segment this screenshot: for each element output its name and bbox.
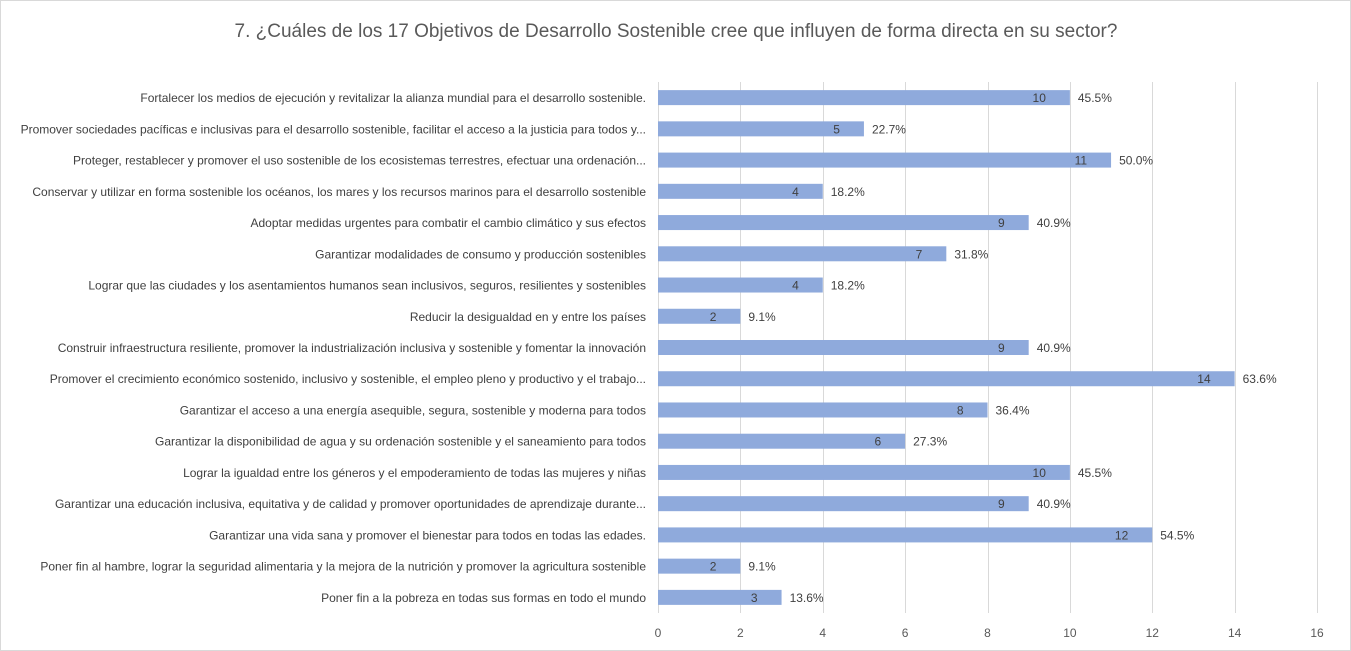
bar-percent-label: 9.1% [748, 310, 776, 324]
bar-value-label: 2 [710, 560, 717, 574]
bar-percent-label: 36.4% [996, 403, 1030, 417]
bar [658, 527, 1153, 543]
bar [658, 496, 1029, 512]
bar [658, 246, 947, 262]
bar-percent-label: 31.8% [954, 247, 988, 261]
x-axis-ticks: 0 2 4 6 8 10 12 14 16 [655, 626, 1324, 640]
bar [658, 558, 741, 574]
bar [658, 371, 1235, 387]
bar-value-label: 4 [792, 185, 799, 199]
bar-value-label: 4 [792, 279, 799, 293]
bar [658, 277, 823, 293]
x-tick-label: 14 [1228, 626, 1242, 640]
category-label: Construir infraestructura resiliente, pr… [58, 341, 646, 355]
bar-value-label: 12 [1115, 528, 1129, 542]
x-tick-label: 16 [1310, 626, 1324, 640]
bar-value-label: 9 [998, 497, 1005, 511]
bar-value-label: 14 [1197, 372, 1211, 386]
bar-value-label: 8 [957, 403, 964, 417]
category-label: Adoptar medidas urgentes para combatir e… [250, 216, 646, 230]
x-tick-label: 0 [655, 626, 662, 640]
bar-value-label: 9 [998, 216, 1005, 230]
bar [658, 589, 782, 605]
bar [658, 308, 741, 324]
bar-value-label: 2 [710, 310, 717, 324]
bar [658, 402, 988, 418]
category-label: Promover sociedades pacíficas e inclusiv… [21, 122, 646, 136]
category-label: Poner fin a la pobreza en todas sus form… [321, 591, 646, 605]
bar-percent-label: 27.3% [913, 435, 947, 449]
bar [658, 121, 864, 137]
bar-percent-label: 40.9% [1037, 341, 1071, 355]
bar-value-label: 10 [1033, 91, 1047, 105]
x-tick-label: 2 [737, 626, 744, 640]
x-tick-label: 8 [984, 626, 991, 640]
bar [658, 152, 1112, 168]
bar-percent-label: 45.5% [1078, 466, 1112, 480]
chart-title: 7. ¿Cuáles de los 17 Objetivos de Desarr… [235, 21, 1118, 42]
bar-percent-label: 45.5% [1078, 91, 1112, 105]
category-label: Garantizar modalidades de consumo y prod… [315, 247, 646, 261]
category-label: Promover el crecimiento económico sosten… [50, 372, 646, 386]
bar-value-label: 3 [751, 591, 758, 605]
bar-percent-label: 40.9% [1037, 497, 1071, 511]
category-label: Poner fin al hambre, lograr la seguridad… [40, 560, 646, 574]
bar-percent-label: 13.6% [790, 591, 824, 605]
bar [658, 90, 1070, 106]
bar-percent-label: 18.2% [831, 185, 865, 199]
bar [658, 340, 1029, 355]
bar-percent-label: 54.5% [1160, 528, 1194, 542]
category-label: Lograr que las ciudades y los asentamien… [88, 279, 646, 293]
bar [658, 464, 1070, 480]
bar [658, 215, 1029, 231]
bar-percent-label: 63.6% [1243, 372, 1277, 386]
category-label: Garantizar una educación inclusiva, equi… [55, 497, 646, 511]
bar-value-label: 7 [916, 247, 923, 261]
category-labels: Fortalecer los medios de ejecución y rev… [21, 91, 647, 605]
bar [658, 433, 906, 449]
bar-percent-label: 22.7% [872, 122, 906, 136]
category-label: Fortalecer los medios de ejecución y rev… [140, 91, 646, 105]
category-label: Reducir la desigualdad en y entre los pa… [410, 310, 646, 324]
bar-value-label: 6 [874, 435, 881, 449]
x-tick-label: 12 [1146, 626, 1160, 640]
x-tick-label: 4 [819, 626, 826, 640]
category-label: Garantizar el acceso a una energía asequ… [180, 403, 646, 417]
bar-value-label: 11 [1075, 154, 1088, 168]
bar-value-label: 5 [833, 122, 840, 136]
bar-value-label: 9 [998, 341, 1005, 355]
bar-percent-label: 40.9% [1037, 216, 1071, 230]
category-label: Garantizar una vida sana y promover el b… [209, 528, 646, 542]
bar-percent-label: 18.2% [831, 279, 865, 293]
bar-percent-label: 9.1% [748, 560, 776, 574]
category-label: Proteger, restablecer y promover el uso … [73, 154, 646, 168]
bar [658, 183, 823, 199]
category-label: Lograr la igualdad entre los géneros y e… [183, 466, 646, 480]
bars: 10 45.5% 5 22.7% 11 50.0% 4 18.2% 9 40.9% 7 31.8% 4 1… [658, 90, 1277, 605]
bar-value-label: 10 [1033, 466, 1047, 480]
bar-percent-label: 50.0% [1119, 154, 1153, 168]
category-label: Garantizar la disponibilidad de agua y s… [155, 435, 646, 449]
x-tick-label: 10 [1063, 626, 1077, 640]
x-tick-label: 6 [902, 626, 909, 640]
category-label: Conservar y utilizar en forma sostenible… [32, 185, 646, 199]
